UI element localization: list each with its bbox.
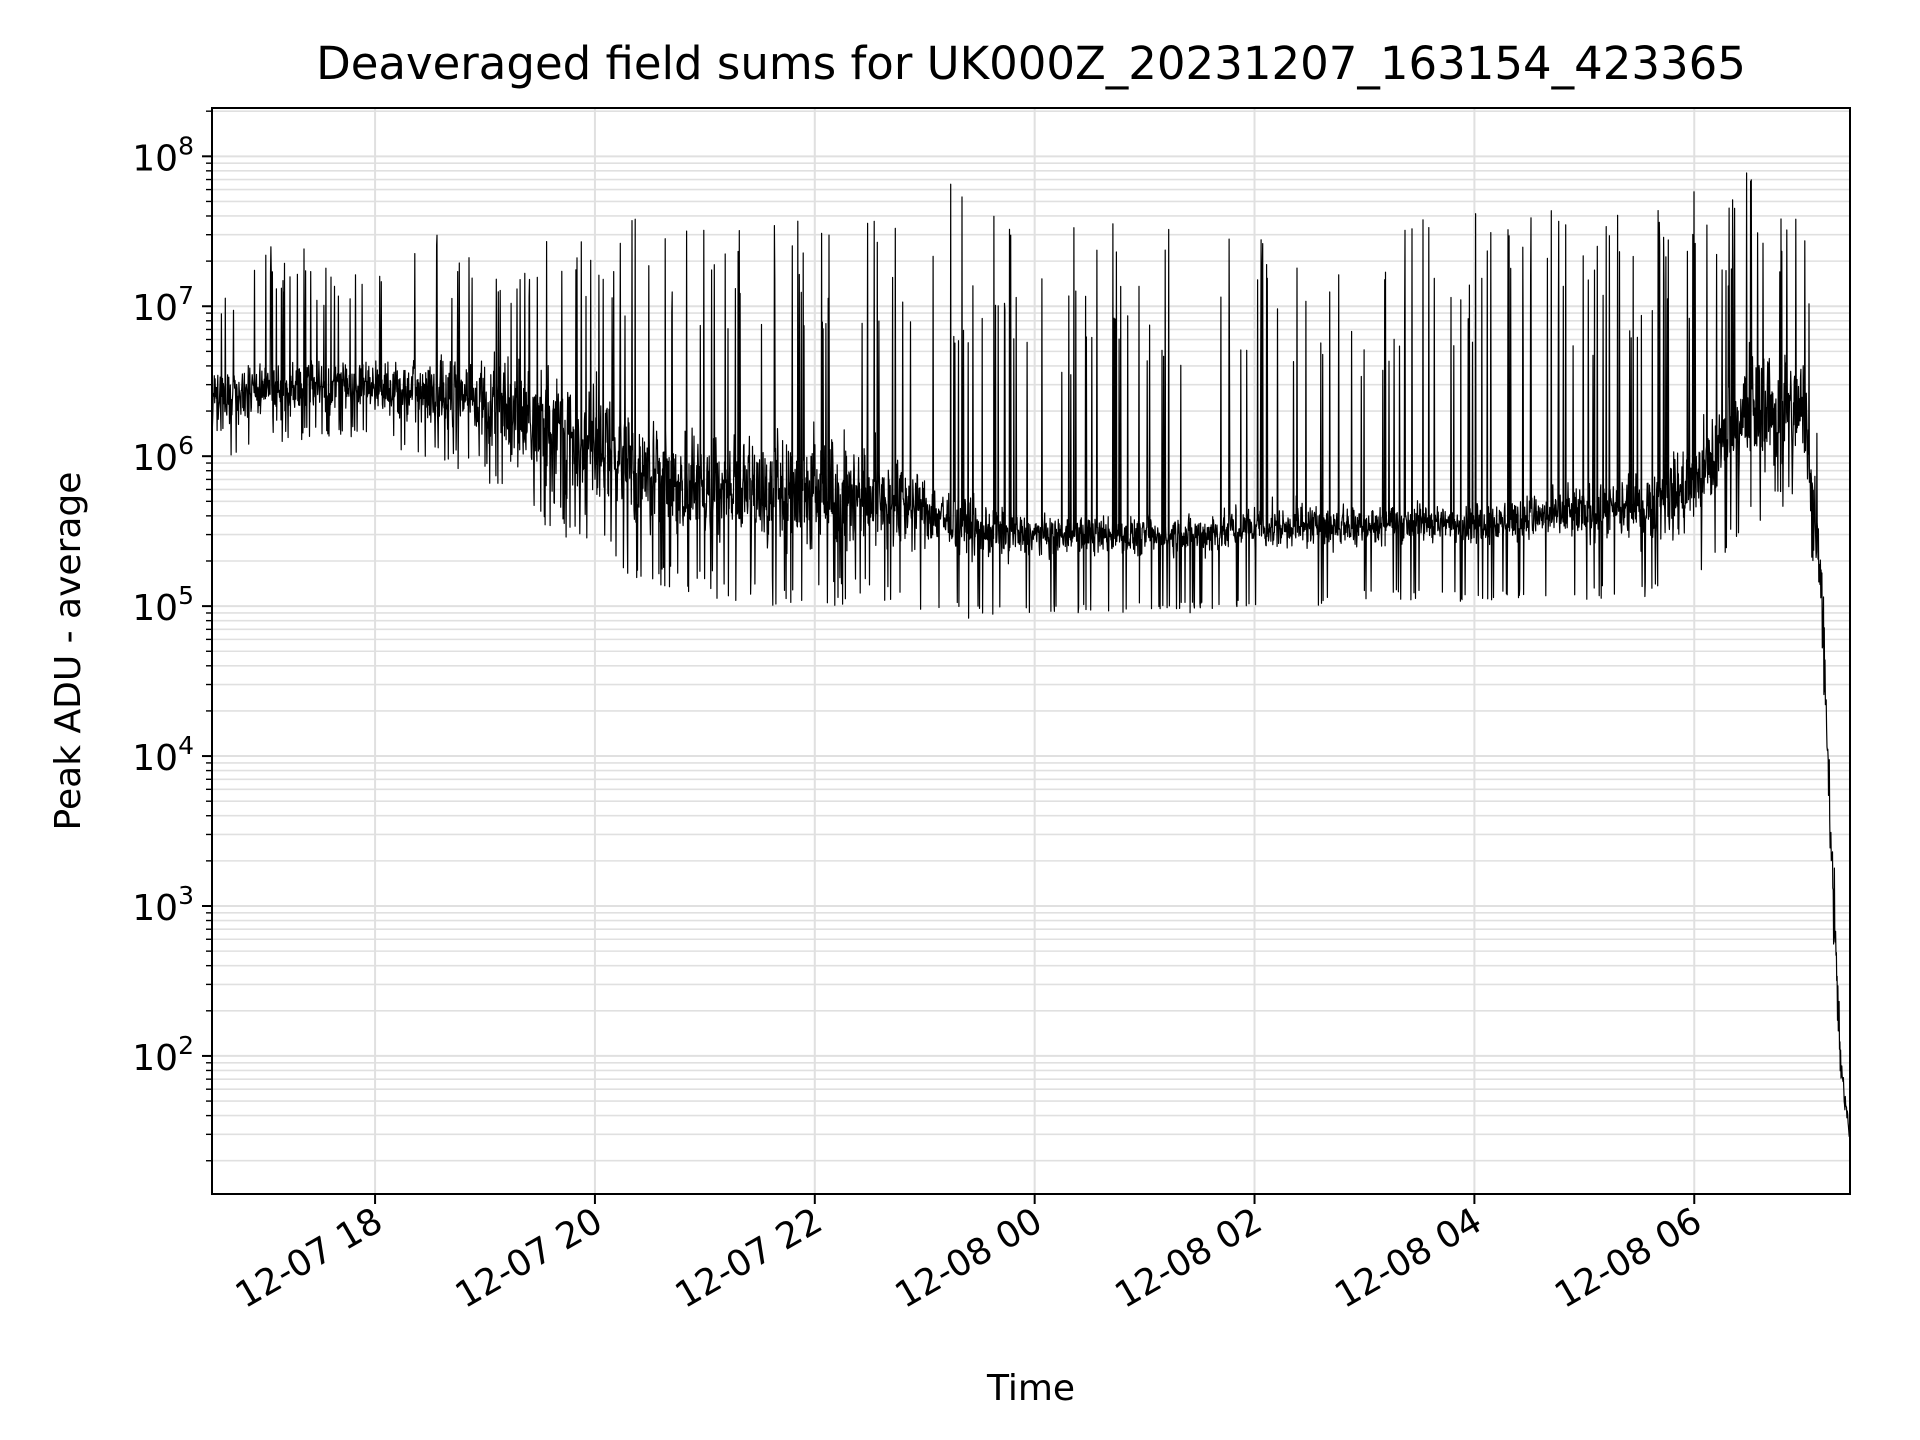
y-tick-label: 105 — [132, 581, 194, 629]
chart-title: Deaveraged field sums for UK000Z_2023120… — [316, 37, 1746, 90]
y-axis: 102 103 104 105 106 107 108 — [132, 110, 212, 1162]
y-tick-label: 103 — [132, 881, 194, 929]
y-tick-label: 102 — [132, 1031, 194, 1079]
y-tick-label: 107 — [132, 281, 194, 329]
y-axis-label: Peak ADU - average — [48, 472, 89, 831]
series-line — [212, 172, 1850, 1141]
y-tick-label: 106 — [132, 431, 194, 479]
series-layer — [212, 172, 1850, 1141]
y-tick-label: 104 — [132, 731, 194, 779]
y-tick-label: 108 — [132, 131, 194, 179]
grid — [212, 108, 1850, 1194]
x-axis-label: Time — [986, 1368, 1075, 1409]
